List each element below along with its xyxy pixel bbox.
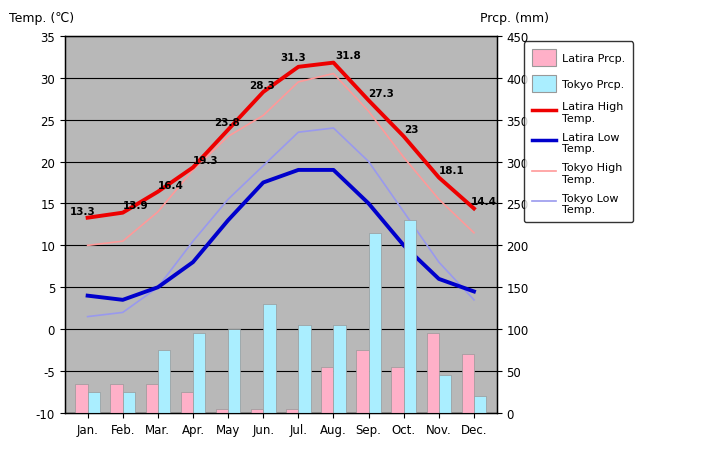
Bar: [426, 334, 439, 413]
Text: 13.3: 13.3: [70, 206, 96, 216]
Bar: [356, 350, 369, 413]
Legend: Latira Prcp., Tokyo Prcp., Latira High
Temp., Latira Low
Temp., Tokyo High
Temp.: Latira Prcp., Tokyo Prcp., Latira High T…: [524, 42, 633, 223]
Bar: [228, 330, 240, 413]
Bar: [333, 325, 346, 413]
Text: Temp. (℃): Temp. (℃): [9, 12, 73, 25]
Bar: [321, 367, 333, 413]
Bar: [76, 384, 88, 413]
Text: 28.3: 28.3: [249, 81, 275, 90]
Bar: [181, 392, 193, 413]
Text: 14.4: 14.4: [470, 197, 497, 207]
Bar: [216, 409, 228, 413]
Text: 23.8: 23.8: [214, 118, 240, 128]
Text: 31.3: 31.3: [281, 53, 307, 63]
Bar: [286, 409, 298, 413]
Bar: [474, 397, 486, 413]
Text: 18.1: 18.1: [439, 166, 464, 176]
Text: 27.3: 27.3: [369, 89, 395, 99]
Text: Prcp. (mm): Prcp. (mm): [480, 12, 549, 25]
Bar: [88, 392, 100, 413]
Bar: [110, 384, 122, 413]
Bar: [193, 334, 205, 413]
Text: 16.4: 16.4: [158, 180, 184, 190]
Text: 19.3: 19.3: [193, 156, 219, 166]
Bar: [439, 375, 451, 413]
Bar: [158, 350, 170, 413]
Text: 31.8: 31.8: [336, 51, 361, 62]
Bar: [462, 354, 474, 413]
Text: 13.9: 13.9: [122, 201, 148, 211]
Text: 23: 23: [404, 125, 418, 135]
Bar: [369, 233, 381, 413]
Bar: [145, 384, 158, 413]
Bar: [122, 392, 135, 413]
Bar: [404, 221, 416, 413]
Bar: [264, 304, 276, 413]
Bar: [392, 367, 404, 413]
Bar: [298, 325, 310, 413]
Bar: [251, 409, 264, 413]
